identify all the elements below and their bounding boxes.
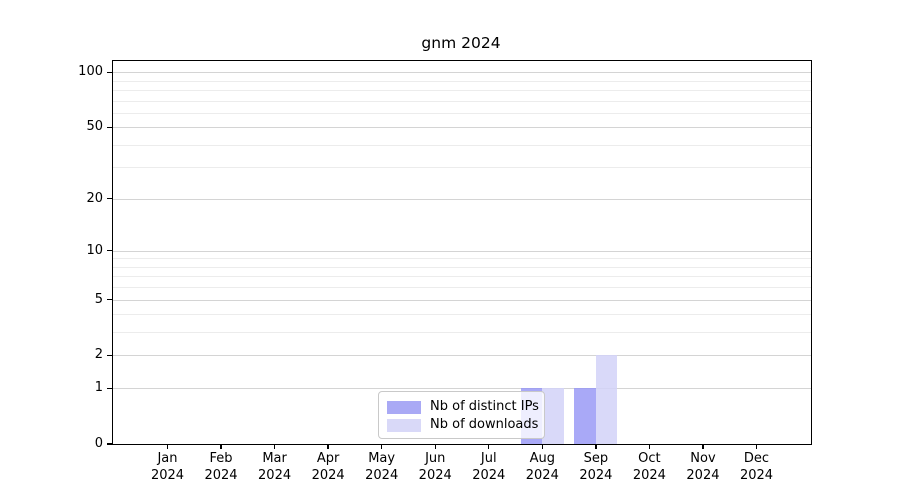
x-tick-label-jul: Jul 2024 [472, 451, 506, 483]
y-tick-5 [106, 298, 112, 301]
y-tick-label-50: 50 [86, 119, 103, 135]
bar-downloads-aug-2024 [542, 388, 564, 444]
legend-label-downloads: Nb of downloads [430, 417, 539, 432]
y-tick-100 [106, 71, 112, 73]
x-tick-mar [273, 444, 276, 449]
x-tick-label-dec: Dec 2024 [739, 451, 774, 483]
y-tick-label-1: 1 [94, 380, 103, 396]
x-tick-label-jun: Jun 2024 [418, 451, 452, 483]
x-tick-sep [595, 444, 597, 449]
y-tick-label-5: 5 [94, 291, 103, 307]
distinct-ips-swatch-icon [387, 400, 421, 414]
x-tick-label-jan: Jan 2024 [150, 451, 185, 483]
y-tick-20 [106, 198, 112, 200]
gridline-minor-40 [113, 144, 811, 146]
gridline-major-10 [113, 250, 811, 252]
x-tick-label-oct: Oct 2024 [632, 451, 666, 483]
gridline-major-1 [113, 388, 811, 390]
x-tick-apr [327, 444, 329, 449]
gridline-minor-90 [113, 80, 811, 82]
bar-distinct-ips-sep-2024 [574, 388, 596, 444]
x-tick-label-mar: Mar 2024 [258, 451, 292, 483]
x-tick-oct [648, 444, 651, 449]
y-tick-10 [106, 250, 112, 252]
legend-label-distinct-ips: Nb of distinct IPs [430, 399, 539, 414]
gridline-major-50 [113, 127, 811, 129]
gridline-minor-7 [113, 276, 811, 278]
x-tick-jul [488, 444, 490, 449]
x-tick-nov [702, 444, 704, 449]
y-tick-label-10: 10 [86, 242, 103, 258]
x-tick-label-nov: Nov 2024 [686, 451, 720, 483]
gridline-minor-30 [113, 167, 811, 169]
gridline-minor-4 [113, 314, 811, 316]
chart-title: gnm 2024 [421, 34, 501, 52]
x-tick-may [381, 444, 383, 449]
y-tick-label-2: 2 [94, 347, 103, 363]
x-tick-aug [541, 444, 543, 449]
gridline-minor-9 [113, 258, 811, 260]
y-tick-1 [106, 387, 112, 389]
plot-area: Nb of distinct IPs Nb of downloads 0 1 2 5 1… [78, 60, 812, 483]
x-tick-jan [166, 444, 169, 449]
y-tick-label-0: 0 [94, 436, 103, 451]
gridline-minor-80 [113, 89, 811, 91]
gridline-minor-70 [113, 100, 811, 102]
gridline-major-20 [113, 198, 811, 200]
y-tick-label-100: 100 [78, 64, 103, 80]
gridline-minor-8 [113, 266, 811, 268]
gridline-major-2 [113, 355, 811, 357]
x-tick-label-sep: Sep 2024 [579, 451, 613, 483]
gridline-minor-60 [113, 112, 811, 114]
legend-item-downloads: Nb of downloads [387, 416, 539, 434]
legend-item-distinct-ips: Nb of distinct IPs [387, 398, 539, 416]
x-tick-label-feb: Feb 2024 [204, 451, 238, 483]
downloads-swatch-icon [387, 418, 421, 432]
x-tick-feb [220, 444, 222, 449]
x-tick-jun [434, 444, 436, 449]
x-tick-label-may: May 2024 [365, 451, 399, 483]
y-tick-50 [106, 126, 112, 128]
y-tick-label-20: 20 [86, 190, 103, 206]
x-tick-dec [755, 444, 758, 449]
gridline-minor-6 [113, 287, 811, 289]
gridline-major-100 [113, 72, 811, 74]
gridline-minor-3 [113, 332, 811, 334]
x-tick-label-aug: Aug 2024 [525, 451, 559, 483]
y-tick-2 [106, 354, 112, 357]
y-tick-0 [106, 443, 112, 445]
chart-legend: Nb of distinct IPs Nb of downloads [378, 391, 545, 439]
x-tick-label-apr: Apr 2024 [311, 451, 345, 483]
gridline-major-5 [113, 299, 811, 301]
bar-downloads-sep-2024 [595, 355, 618, 444]
